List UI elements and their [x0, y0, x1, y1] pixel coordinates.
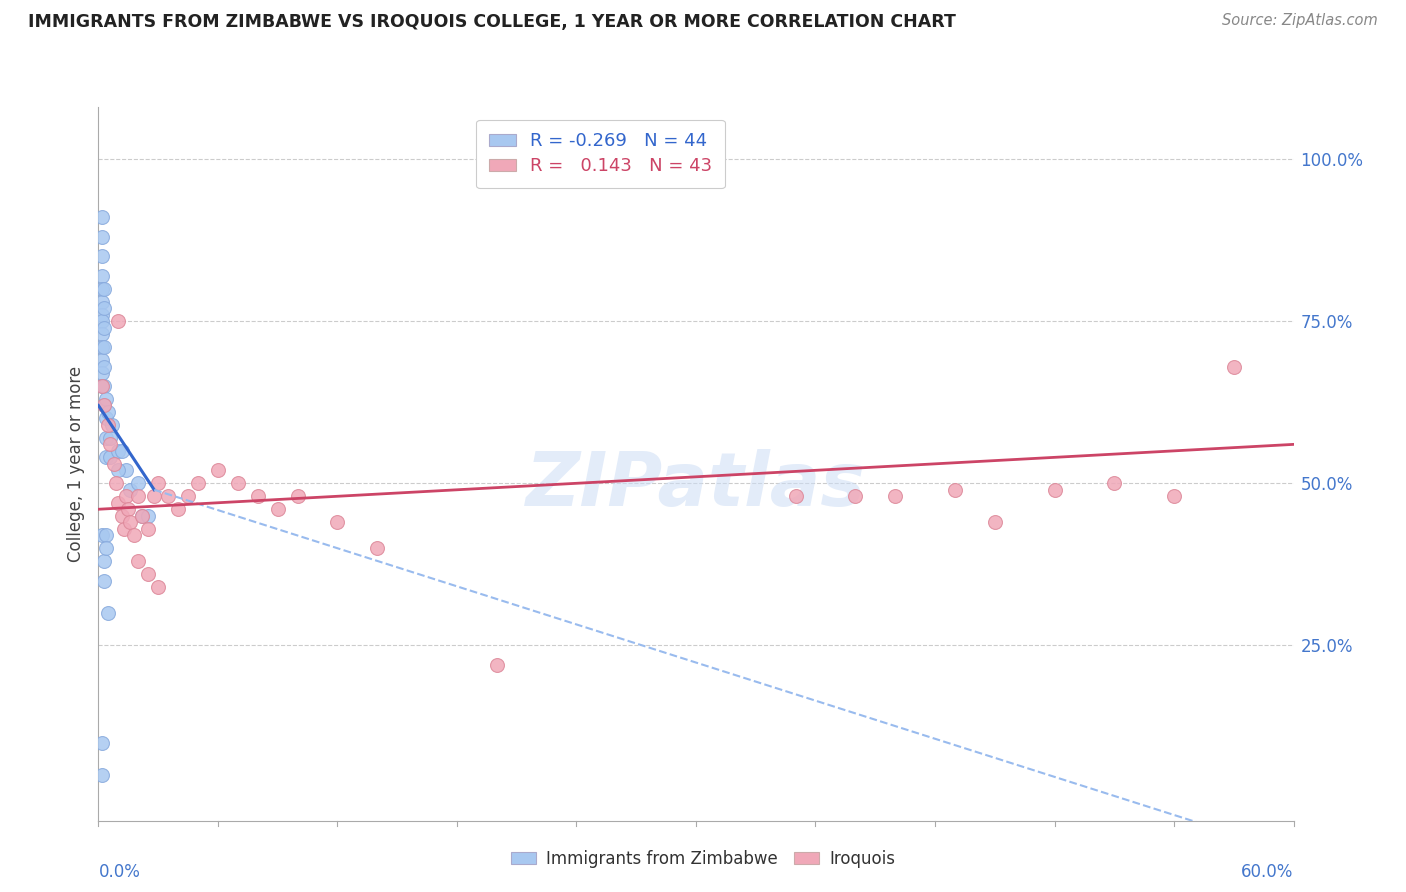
Y-axis label: College, 1 year or more: College, 1 year or more	[66, 366, 84, 562]
Point	[97, 606, 120, 620]
Point	[326, 515, 349, 529]
Point	[131, 508, 153, 523]
Point	[127, 476, 149, 491]
Point	[93, 320, 115, 334]
Point	[96, 528, 118, 542]
Point	[93, 399, 115, 413]
Point	[107, 496, 129, 510]
Point	[157, 489, 180, 503]
Point	[100, 450, 122, 465]
Point	[91, 528, 114, 542]
Point	[91, 314, 114, 328]
Point	[143, 489, 166, 503]
Point	[167, 502, 190, 516]
Point	[107, 443, 129, 458]
Point	[97, 417, 120, 432]
Point	[485, 657, 508, 672]
Point	[1043, 483, 1066, 497]
Point	[96, 450, 118, 465]
Point	[96, 541, 118, 556]
Text: Source: ZipAtlas.com: Source: ZipAtlas.com	[1222, 13, 1378, 29]
Point	[267, 502, 290, 516]
Point	[97, 405, 120, 419]
Text: 0.0%: 0.0%	[98, 863, 141, 881]
Point	[785, 489, 807, 503]
Point	[93, 359, 115, 374]
Point	[120, 483, 142, 497]
Point	[93, 340, 115, 354]
Point	[93, 379, 115, 393]
Point	[93, 554, 115, 568]
Point	[120, 515, 142, 529]
Point	[91, 327, 114, 342]
Point	[1102, 476, 1125, 491]
Legend: Immigrants from Zimbabwe, Iroquois: Immigrants from Zimbabwe, Iroquois	[505, 844, 901, 875]
Point	[187, 476, 209, 491]
Point	[136, 567, 159, 582]
Point	[131, 508, 153, 523]
Point	[111, 508, 134, 523]
Point	[207, 463, 229, 477]
Text: 60.0%: 60.0%	[1241, 863, 1294, 881]
Point	[136, 522, 159, 536]
Point	[226, 476, 249, 491]
Point	[136, 508, 159, 523]
Point	[112, 522, 135, 536]
Point	[91, 282, 114, 296]
Point	[93, 282, 115, 296]
Point	[127, 489, 149, 503]
Point	[91, 308, 114, 322]
Point	[1222, 359, 1246, 374]
Point	[91, 294, 114, 309]
Point	[100, 437, 122, 451]
Point	[91, 229, 114, 244]
Point	[91, 768, 114, 782]
Point	[115, 489, 138, 503]
Point	[91, 379, 114, 393]
Point	[984, 515, 1007, 529]
Point	[96, 411, 118, 425]
Point	[111, 443, 134, 458]
Text: ZIPatlas: ZIPatlas	[526, 449, 866, 522]
Point	[91, 736, 114, 750]
Point	[91, 379, 114, 393]
Point	[93, 399, 115, 413]
Point	[107, 314, 129, 328]
Point	[91, 353, 114, 368]
Point	[148, 580, 170, 594]
Point	[91, 268, 114, 283]
Point	[107, 463, 129, 477]
Point	[91, 340, 114, 354]
Point	[943, 483, 966, 497]
Point	[366, 541, 388, 556]
Point	[101, 417, 124, 432]
Point	[117, 502, 139, 516]
Point	[177, 489, 200, 503]
Point	[884, 489, 907, 503]
Point	[91, 249, 114, 263]
Point	[93, 301, 115, 315]
Point	[96, 392, 118, 406]
Point	[93, 574, 115, 588]
Point	[148, 476, 170, 491]
Point	[96, 431, 118, 445]
Point	[100, 431, 122, 445]
Point	[844, 489, 866, 503]
Point	[115, 463, 138, 477]
Point	[246, 489, 269, 503]
Point	[105, 476, 128, 491]
Point	[287, 489, 309, 503]
Point	[124, 528, 146, 542]
Legend: R = -0.269   N = 44, R =   0.143   N = 43: R = -0.269 N = 44, R = 0.143 N = 43	[475, 120, 725, 188]
Point	[103, 457, 125, 471]
Point	[91, 211, 114, 225]
Point	[91, 366, 114, 380]
Point	[1163, 489, 1185, 503]
Text: IMMIGRANTS FROM ZIMBABWE VS IROQUOIS COLLEGE, 1 YEAR OR MORE CORRELATION CHART: IMMIGRANTS FROM ZIMBABWE VS IROQUOIS COL…	[28, 13, 956, 31]
Point	[127, 554, 149, 568]
